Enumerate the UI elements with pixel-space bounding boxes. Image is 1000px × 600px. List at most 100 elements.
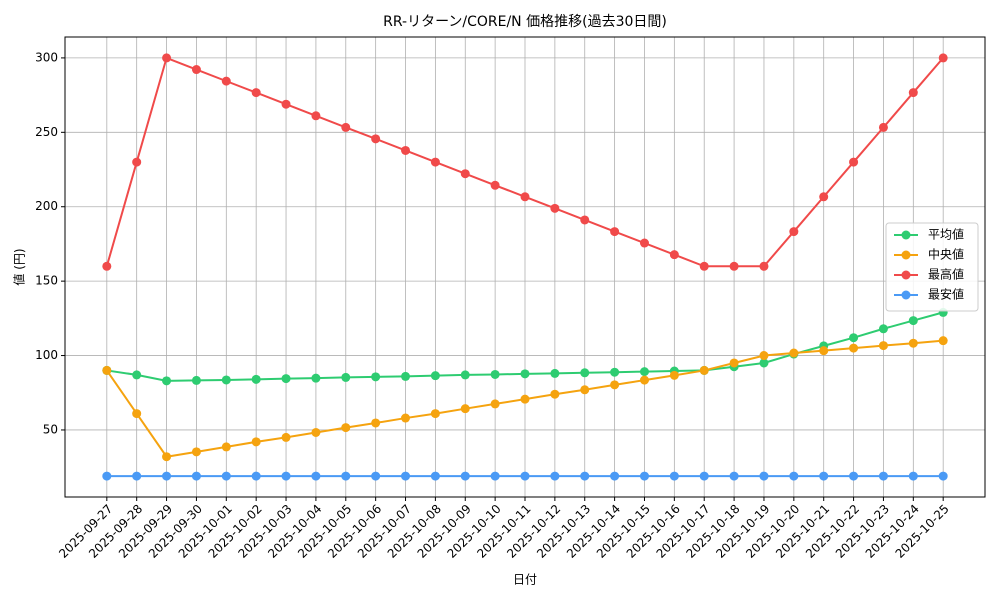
data-point <box>520 192 530 202</box>
data-point <box>550 471 560 481</box>
data-point <box>490 471 500 481</box>
data-point <box>819 346 829 356</box>
data-point <box>699 471 709 481</box>
data-point <box>102 261 112 271</box>
data-point <box>639 471 649 481</box>
data-point <box>550 368 560 378</box>
y-tick-label: 250 <box>35 125 58 139</box>
chart-title: RR-リターン/CORE/N 価格推移(過去30日間) <box>383 14 667 30</box>
y-tick-label: 300 <box>35 50 58 64</box>
data-point <box>550 203 560 213</box>
data-point <box>460 404 470 414</box>
data-point <box>938 471 948 481</box>
data-point <box>460 471 470 481</box>
data-point <box>699 365 709 375</box>
data-point <box>639 367 649 377</box>
data-point <box>550 389 560 399</box>
data-point <box>341 372 351 382</box>
data-point <box>580 368 590 378</box>
data-point <box>729 261 739 271</box>
data-point <box>490 399 500 409</box>
data-point <box>669 471 679 481</box>
legend-marker <box>901 250 911 260</box>
legend-marker <box>901 230 911 240</box>
data-point <box>341 423 351 433</box>
data-point <box>759 261 769 271</box>
data-point <box>759 351 769 361</box>
data-point <box>729 358 739 368</box>
data-point <box>849 157 859 167</box>
plot-frame <box>64 36 986 498</box>
legend-label: 中央値 <box>928 247 964 262</box>
legend-marker <box>901 290 911 300</box>
data-point <box>371 471 381 481</box>
y-tick-label: 50 <box>43 422 58 436</box>
data-point <box>401 145 411 155</box>
y-axis-label: 値 (円) <box>12 248 27 285</box>
data-point <box>520 394 530 404</box>
data-point <box>221 375 231 385</box>
y-tick-label: 200 <box>35 199 58 213</box>
data-point <box>699 261 709 271</box>
data-point <box>251 471 261 481</box>
data-point <box>191 447 201 457</box>
data-point <box>371 372 381 382</box>
data-point <box>490 369 500 379</box>
data-point <box>132 157 142 167</box>
data-point <box>669 370 679 380</box>
data-point <box>221 442 231 452</box>
data-point <box>878 324 888 334</box>
data-point <box>371 134 381 144</box>
data-point <box>251 88 261 98</box>
data-point <box>938 53 948 63</box>
data-point <box>281 374 291 384</box>
data-point <box>341 122 351 132</box>
data-point <box>221 76 231 86</box>
data-point <box>610 227 620 237</box>
data-point <box>669 250 679 260</box>
data-point <box>849 471 859 481</box>
data-point <box>729 471 739 481</box>
data-point <box>401 413 411 423</box>
data-point <box>221 471 231 481</box>
data-point <box>908 471 918 481</box>
data-point <box>878 122 888 132</box>
data-point <box>908 316 918 326</box>
data-point <box>132 471 142 481</box>
data-point <box>789 227 799 237</box>
data-point <box>251 437 261 447</box>
data-point <box>819 471 829 481</box>
data-point <box>430 409 440 419</box>
data-point <box>490 180 500 190</box>
data-point <box>132 409 142 419</box>
data-point <box>191 375 201 385</box>
data-point <box>580 385 590 395</box>
data-point <box>251 374 261 384</box>
data-point <box>819 192 829 202</box>
legend-box <box>885 222 979 312</box>
legend-marker <box>901 270 911 280</box>
data-point <box>580 215 590 225</box>
data-point <box>460 370 470 380</box>
data-point <box>401 471 411 481</box>
data-point <box>520 369 530 379</box>
data-point <box>878 471 888 481</box>
y-tick-label: 150 <box>35 274 58 288</box>
data-point <box>281 99 291 109</box>
data-point <box>789 471 799 481</box>
data-point <box>849 343 859 353</box>
data-point <box>132 370 142 380</box>
x-axis-label: 日付 <box>513 573 537 587</box>
data-point <box>281 471 291 481</box>
data-point <box>162 376 172 386</box>
legend-label: 平均値 <box>928 227 964 242</box>
data-point <box>789 348 799 358</box>
data-point <box>580 471 590 481</box>
data-point <box>281 432 291 442</box>
data-point <box>311 111 321 121</box>
data-point <box>102 365 112 375</box>
data-point <box>460 169 470 179</box>
data-point <box>191 65 201 75</box>
legend-label: 最安値 <box>928 287 964 302</box>
